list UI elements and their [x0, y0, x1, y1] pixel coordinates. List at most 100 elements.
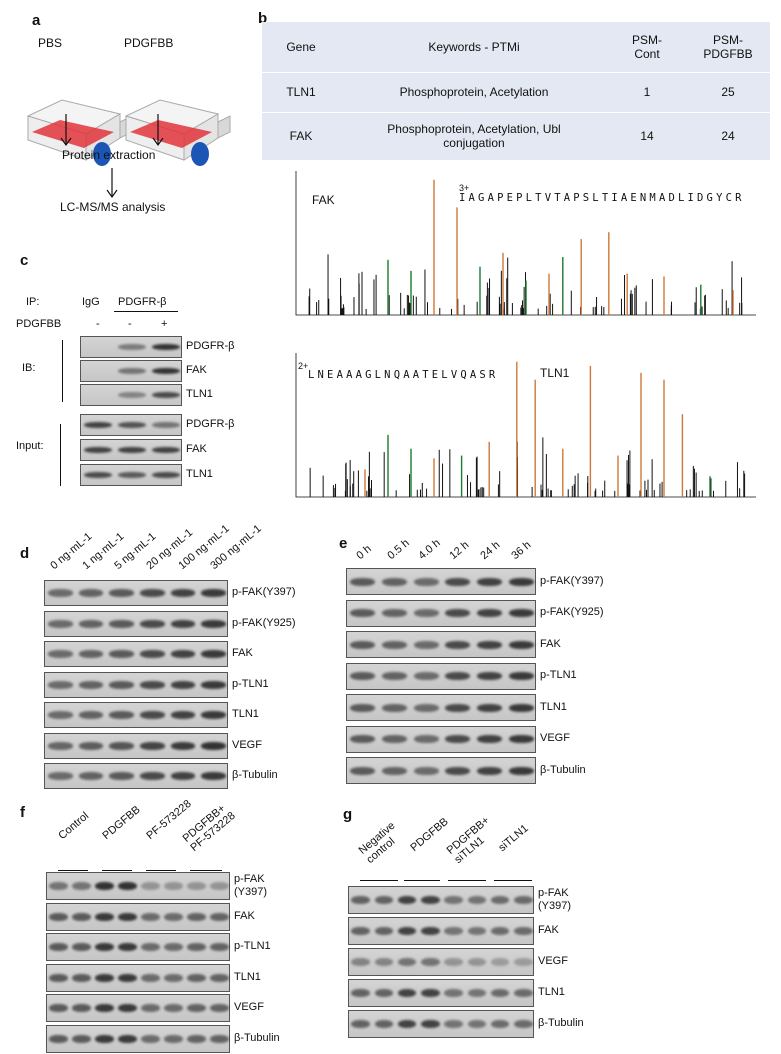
blot-band — [140, 589, 165, 598]
blot-band — [381, 672, 408, 681]
blot-band — [381, 609, 408, 618]
th-keywords: Keywords - PTMi — [428, 40, 520, 54]
blot-band — [152, 344, 180, 351]
blot-band — [374, 927, 394, 936]
blot-band — [467, 896, 487, 905]
cell-keywords: Phosphoprotein, Acetylation — [399, 85, 549, 99]
blot-band — [78, 711, 104, 720]
blot-band — [49, 943, 68, 952]
blot-band — [170, 680, 196, 689]
blot-band — [118, 344, 146, 351]
blot-band — [164, 912, 183, 921]
blot-row-label: PDGFR-β — [186, 418, 235, 430]
lane-label: PDGFBB — [100, 803, 143, 842]
blot-band — [350, 735, 376, 744]
blot-strip — [44, 580, 228, 606]
blot-band — [164, 882, 183, 891]
blot-band — [187, 973, 206, 982]
blot-band — [397, 927, 417, 936]
spectrum-fak-charge: 3+ — [459, 183, 470, 193]
blot-band — [141, 1034, 160, 1043]
igg-label: IgG — [82, 296, 100, 308]
blot-band — [49, 1034, 68, 1043]
blot-band — [152, 422, 180, 429]
blot-row-label: TLN1 — [234, 970, 261, 983]
blot-band — [444, 958, 463, 967]
blot-band — [444, 927, 463, 936]
blot-band — [141, 1004, 160, 1013]
blot-strip — [80, 464, 182, 486]
blot-band — [413, 640, 439, 649]
blot-band — [413, 766, 439, 775]
blot-strip — [346, 757, 536, 784]
blot-band — [210, 943, 229, 952]
lane-label: 12 h — [447, 539, 472, 562]
blot-band — [351, 927, 370, 936]
blot-row-label: VEGF — [540, 732, 570, 744]
cell-gene: FAK — [289, 129, 313, 143]
blot-strip — [44, 702, 228, 728]
blot-band — [508, 640, 534, 649]
blot-band — [118, 447, 146, 454]
lane-label: 24 h — [478, 539, 503, 562]
blot-band — [508, 703, 534, 712]
blot-band — [118, 973, 137, 982]
lane-label: 36 h — [509, 539, 534, 562]
blot-band — [374, 989, 394, 998]
blot-band — [109, 650, 134, 659]
blot-band — [95, 1004, 114, 1013]
th-gene: Gene — [286, 40, 316, 54]
blot-band — [413, 672, 439, 681]
blot-band — [84, 422, 112, 429]
blot-band — [467, 927, 487, 936]
blot-band — [514, 989, 533, 998]
blot-band — [118, 422, 146, 429]
blot-band — [350, 609, 376, 618]
table-row: TLN1 Phosphoprotein, Acetylation 1 25 — [262, 72, 770, 112]
blot-band — [109, 772, 134, 781]
blot-band — [421, 989, 440, 998]
blot-band — [374, 896, 394, 905]
blot-band — [118, 882, 137, 891]
input-label: Input: — [16, 440, 44, 452]
blot-band — [351, 1020, 370, 1029]
blot-row-label: β-Tubulin — [232, 769, 278, 781]
blot-strip — [80, 336, 182, 358]
blot-band — [210, 1034, 229, 1043]
blot-strip — [44, 641, 228, 667]
treat-sign: - — [128, 318, 132, 330]
spectrum-fak-title: FAK — [312, 193, 335, 207]
blot-band — [72, 1034, 91, 1043]
blot-strip — [80, 414, 182, 436]
blot-band — [374, 958, 394, 967]
blot-strip — [348, 948, 534, 976]
treat-sign: - — [96, 318, 100, 330]
spectrum-fak-peptide: IAGAPEPLTVTAPSLTIAENMADLIDGYCR — [459, 192, 745, 204]
ms-spectra — [295, 171, 756, 498]
flask-icon-pdgfbb — [124, 99, 231, 166]
blot-row-label: β-Tubulin — [234, 1031, 280, 1044]
blot-band — [210, 882, 229, 891]
blot-band — [351, 989, 370, 998]
blot-band — [48, 772, 73, 781]
blot-band — [170, 650, 196, 659]
blot-strip — [348, 1010, 534, 1038]
blot-row-label: p-FAK(Y925) — [540, 606, 604, 618]
blot-strip — [46, 963, 230, 992]
panel-label-d: d — [20, 545, 30, 562]
panel-label-g: g — [343, 806, 353, 823]
blot-strip — [46, 933, 230, 961]
blot-row-label: FAK — [538, 924, 559, 936]
blot-strip — [346, 725, 536, 753]
blot-band — [514, 1020, 533, 1029]
blot-band — [201, 650, 226, 659]
blot-band — [476, 703, 503, 712]
blot-band — [152, 392, 180, 399]
blot-band — [48, 650, 73, 659]
blot-band — [201, 772, 226, 781]
blot-band — [49, 973, 68, 982]
blot-band — [72, 943, 91, 952]
blot-band — [152, 368, 180, 375]
blot-band — [381, 703, 408, 712]
blot-band — [445, 766, 471, 775]
